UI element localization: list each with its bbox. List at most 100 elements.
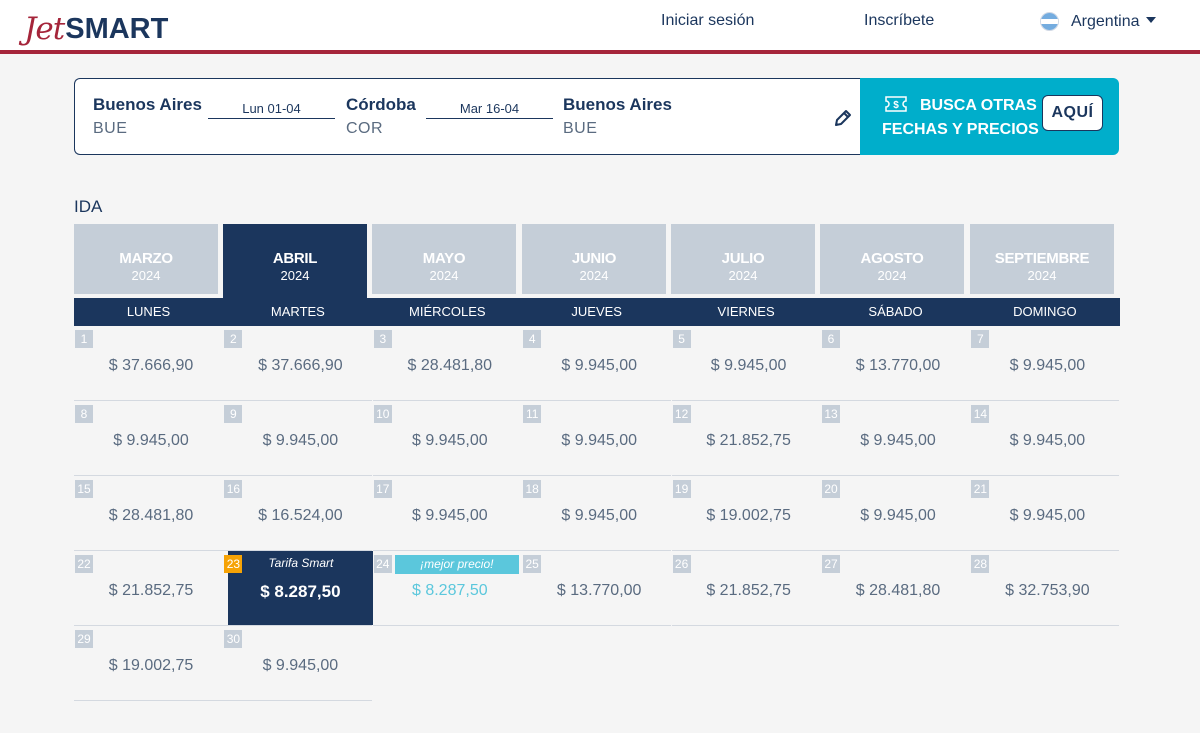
month-name: MARZO — [119, 250, 173, 267]
day-price: $ 9.945,00 — [113, 432, 189, 449]
day-price: $ 9.945,00 — [1009, 507, 1086, 524]
day-price: $ 21.852,75 — [108, 582, 194, 599]
calendar-day-18[interactable]: 18 $ 9.945,00 — [522, 476, 672, 551]
month-name: SEPTIEMBRE — [994, 250, 1090, 267]
day-price: $ 16.524,00 — [258, 507, 343, 524]
day-price: $ 19.002,75 — [108, 657, 194, 674]
month-tab-julio[interactable]: JULIO 2024 — [671, 224, 815, 294]
calendar-day-27[interactable]: 27 $ 28.481,80 — [821, 551, 970, 626]
calendar-day-26[interactable]: 26 $ 21.852,75 — [671, 551, 821, 626]
calendar-day-13[interactable]: 13 $ 9.945,00 — [821, 401, 970, 476]
month-tab-mayo[interactable]: MAYO 2024 — [372, 224, 516, 294]
calendar-day-7[interactable]: 7 $ 9.945,00 — [970, 326, 1120, 401]
calendar-day-10[interactable]: 10 $ 9.945,00 — [372, 401, 522, 476]
section-title: IDA — [74, 197, 103, 216]
day-number: 12 — [672, 405, 691, 423]
day-number: 23 — [224, 555, 243, 573]
return-city-code: BUE — [563, 120, 598, 137]
day-price: $ 8.287,50 — [411, 582, 488, 599]
month-tab-septiembre[interactable]: SEPTIEMBRE 2024 — [970, 224, 1114, 294]
calendar-day-28[interactable]: 28 $ 32.753,90 — [970, 551, 1120, 626]
day-price: $ 8.287,50 — [260, 582, 341, 601]
month-year: 2024 — [131, 268, 161, 283]
month-name: MAYO — [422, 250, 466, 267]
day-number: 6 — [822, 330, 840, 348]
calendar-day-15[interactable]: 15 $ 28.481,80 — [74, 476, 223, 551]
return-city: Buenos Aires BUE — [563, 95, 672, 139]
calendar-day-9[interactable]: 9 $ 9.945,00 — [223, 401, 373, 476]
calendar-day-11[interactable]: 11 $ 9.945,00 — [522, 401, 672, 476]
day-number: 26 — [672, 555, 691, 573]
promo-here-button[interactable]: AQUÍ — [1042, 95, 1103, 131]
calendar-day-24[interactable]: ¡mejor precio! 24 $ 8.287,50 — [372, 551, 522, 626]
calendar-day-6[interactable]: 6 $ 13.770,00 — [821, 326, 970, 401]
day-number: 2 — [224, 330, 243, 348]
country-label: Argentina — [1071, 12, 1140, 30]
month-year: 2024 — [877, 268, 907, 283]
calendar-day-30[interactable]: 30 $ 9.945,00 — [223, 626, 373, 701]
calendar-day-23[interactable]: Tarifa Smart 23 $ 8.287,50 — [223, 551, 374, 626]
day-number: 11 — [523, 405, 542, 423]
calendar-day-20[interactable]: 20 $ 9.945,00 — [821, 476, 970, 551]
weekday-label: DOMINGO — [1013, 304, 1077, 319]
promo-text: BUSCA OTRAS FECHAS Y PRECIOS — [882, 94, 1039, 142]
calendar-day-5[interactable]: 5 $ 9.945,00 — [671, 326, 821, 401]
day-number: 29 — [75, 630, 93, 648]
month-tab-abril[interactable]: ABRIL 2024 — [223, 224, 367, 298]
selected-day-highlight — [228, 551, 374, 625]
day-number: 27 — [822, 555, 840, 573]
day-price: $ 9.945,00 — [1009, 357, 1086, 374]
day-price: $ 37.666,90 — [258, 357, 343, 374]
day-number: 21 — [971, 480, 990, 498]
day-number: 9 — [224, 405, 243, 423]
calendar-day-22[interactable]: 22 $ 21.852,75 — [74, 551, 223, 626]
calendar-day-4[interactable]: 4 $ 9.945,00 — [522, 326, 672, 401]
day-number: 20 — [822, 480, 840, 498]
promo-line-1: BUSCA OTRAS — [920, 97, 1037, 114]
month-tab-marzo[interactable]: MARZO 2024 — [74, 224, 218, 294]
month-name: AGOSTO — [860, 250, 924, 267]
calendar-day-25[interactable]: 25 $ 13.770,00 — [522, 551, 672, 626]
month-year: 2024 — [429, 268, 459, 283]
day-number: 22 — [75, 555, 93, 573]
calendar-day-29[interactable]: 29 $ 19.002,75 — [74, 626, 223, 701]
calendar-day-12[interactable]: 12 $ 21.852,75 — [671, 401, 821, 476]
calendar-day-14[interactable]: 14 $ 9.945,00 — [970, 401, 1120, 476]
calendar-day-16[interactable]: 16 $ 16.524,00 — [223, 476, 373, 551]
calendar-day-3[interactable]: 3 $ 28.481,80 — [372, 326, 522, 401]
month-tab-agosto[interactable]: AGOSTO 2024 — [820, 224, 964, 294]
day-number: 8 — [75, 405, 93, 423]
edit-search-button[interactable] — [832, 107, 854, 129]
origin: Buenos Aires BUE — [93, 95, 202, 139]
fare-calendar: 1 $ 37.666,90 2 $ 37.666,90 3 $ 28.481,80 4 $ 9… — [74, 326, 1120, 726]
calendar-day-8[interactable]: 8 $ 9.945,00 — [74, 401, 223, 476]
month-year: 2024 — [728, 268, 758, 283]
logo-smart-text: SMART — [65, 13, 169, 45]
day-price: $ 21.852,75 — [706, 582, 791, 599]
pencil-icon — [835, 110, 851, 126]
best-price-tag: ¡mejor precio! — [394, 555, 519, 574]
day-price: $ 9.945,00 — [561, 507, 637, 524]
day-price: $ 13.770,00 — [556, 582, 642, 599]
return-date: Mar 16-04 — [426, 101, 553, 119]
country-selector[interactable]: Argentina — [1040, 12, 1156, 31]
day-price: $ 9.945,00 — [262, 657, 339, 674]
calendar-day-19[interactable]: 19 $ 19.002,75 — [671, 476, 821, 551]
weekday-label: VIERNES — [717, 304, 775, 319]
calendar-day-17[interactable]: 17 $ 9.945,00 — [372, 476, 522, 551]
calendar-day-21[interactable]: 21 $ 9.945,00 — [970, 476, 1120, 551]
month-name: ABRIL — [272, 250, 318, 267]
jetsmart-logo[interactable]: Jet SMART — [24, 4, 169, 45]
signup-link[interactable]: Inscríbete — [864, 12, 935, 29]
calendar-day-2[interactable]: 2 $ 37.666,90 — [223, 326, 373, 401]
day-price: $ 28.481,80 — [108, 507, 194, 524]
login-link[interactable]: Iniciar sesión — [661, 12, 755, 29]
destination-code: COR — [346, 120, 384, 137]
calendar-day-1[interactable]: 1 $ 37.666,90 — [74, 326, 223, 401]
origin-name: Buenos Aires — [93, 95, 202, 114]
day-price: $ 9.945,00 — [1009, 432, 1086, 449]
day-number: 4 — [523, 330, 542, 348]
day-number: 14 — [971, 405, 990, 423]
svg-text:$: $ — [893, 100, 899, 111]
month-tab-junio[interactable]: JUNIO 2024 — [522, 224, 666, 294]
